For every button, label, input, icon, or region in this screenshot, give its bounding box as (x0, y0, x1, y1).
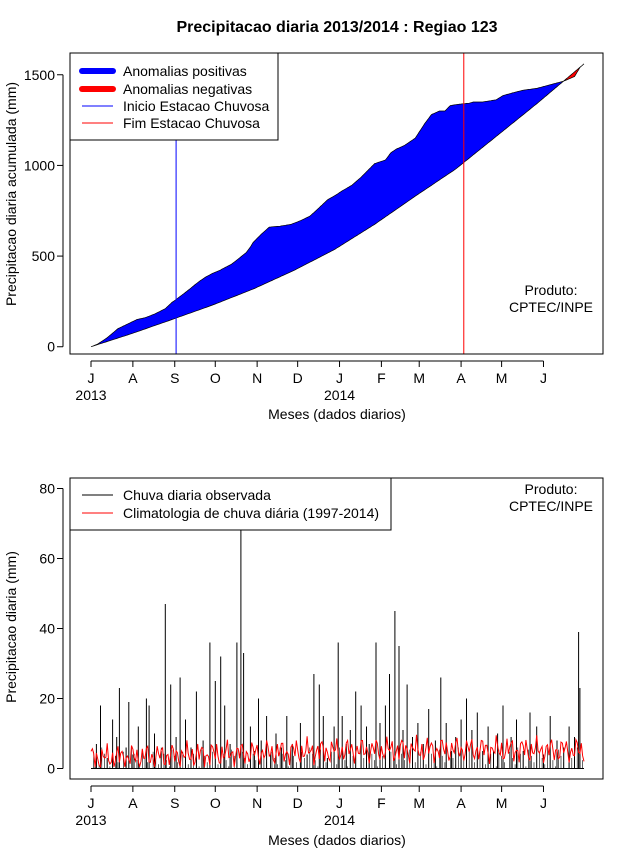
x-tick-label: S (170, 795, 179, 811)
x-tick-label: J (336, 370, 343, 386)
x-tick-label: N (252, 370, 262, 386)
product-source: CPTEC/INPE (509, 498, 593, 514)
legend-box (69, 52, 279, 141)
y-tick-label: 0 (47, 761, 55, 777)
climatology-series (90, 734, 585, 768)
x-tick-label: O (210, 370, 221, 386)
legend-label-end: Fim Estacao Chuvosa (123, 115, 260, 131)
x-tick-label: M (413, 370, 425, 386)
x-tick-label: M (496, 370, 508, 386)
negative-anomaly-area (563, 63, 585, 82)
y-tick-label: 60 (39, 551, 55, 567)
y-axis: 0 500 1000 1500 (24, 67, 64, 355)
y-tick-label: 40 (39, 621, 55, 637)
legend: Chuva diaria observada Climatologia de c… (69, 477, 392, 531)
product-label: Produto: (525, 481, 578, 497)
x-tick-label: O (210, 795, 221, 811)
year-label: 2014 (324, 387, 355, 403)
product-source: CPTEC/INPE (509, 299, 593, 315)
x-tick-label: F (377, 795, 386, 811)
x-tick-label: D (293, 370, 303, 386)
y-tick-label: 1500 (24, 67, 55, 83)
x-tick-label: M (413, 795, 425, 811)
x-tick-label: A (128, 795, 138, 811)
climatology-line (90, 734, 585, 768)
x-tick-label: M (496, 795, 508, 811)
legend-label-climatology: Climatologia de chuva diária (1997-2014) (123, 505, 379, 521)
x-tick-label: S (170, 370, 179, 386)
daily-rain-bars (91, 527, 584, 769)
year-label: 2013 (75, 387, 106, 403)
x-tick-label: F (377, 370, 386, 386)
x-tick-label: A (456, 795, 466, 811)
legend-label-positive: Anomalias positivas (123, 63, 247, 79)
y-tick-label: 500 (32, 248, 56, 264)
legend-box (69, 477, 392, 531)
y-axis: 0 20 40 60 80 (39, 481, 64, 777)
x-tick-label: D (293, 795, 303, 811)
y-tick-label: 20 (39, 691, 55, 707)
x-tick-label: J (88, 795, 95, 811)
year-label: 2014 (324, 812, 355, 828)
y-axis-label: Precipitacao diaria acumulada (mm) (3, 82, 19, 306)
legend-label-observed: Chuva diaria observada (123, 487, 271, 503)
x-tick-label: J (540, 795, 547, 811)
year-label: 2013 (75, 812, 106, 828)
product-label: Produto: (525, 282, 578, 298)
x-tick-label: J (88, 370, 95, 386)
y-tick-label: 1000 (24, 157, 55, 173)
x-tick-label: J (540, 370, 547, 386)
chart-title: Precipitacao diaria 2013/2014 : Regiao 1… (176, 19, 497, 36)
plot-frame (69, 52, 604, 355)
y-tick-label: 80 (39, 481, 55, 497)
y-tick-label: 0 (47, 339, 55, 355)
x-axis-label: Meses (dados diarios) (268, 832, 406, 848)
anomaly-areas (90, 63, 585, 348)
legend-label-negative: Anomalias negativas (123, 81, 252, 97)
x-tick-label: A (128, 370, 138, 386)
x-tick-label: N (252, 795, 262, 811)
x-tick-label: J (336, 795, 343, 811)
legend-label-start: Inicio Estacao Chuvosa (123, 98, 270, 114)
y-axis-label: Precipitacao diaria (mm) (3, 551, 19, 703)
legend: Anomalias positivas Anomalias negativas … (69, 52, 279, 141)
x-tick-label: A (456, 370, 466, 386)
x-axis-label: Meses (dados diarios) (268, 406, 406, 422)
